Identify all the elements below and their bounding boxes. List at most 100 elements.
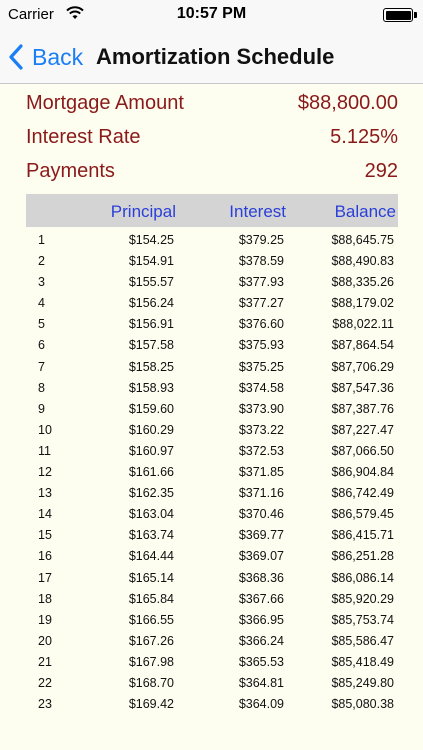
principal-cell: $156.91 [128,317,174,332]
table-row: 6 $157.58 $375.93 $87,864.54 [26,334,398,355]
schedule-table[interactable]: 1 $154.25 $379.25 $88,645.75 2 $154.91 $378.59… [26,229,398,721]
interest-cell: $371.85 [238,465,284,480]
interest-cell: $373.22 [238,422,284,437]
navigation-bar: Back Amortization Schedule [0,30,423,84]
summary-label: Interest Rate [26,126,141,148]
payment-number: 20 [38,633,52,648]
principal-cell: $161.66 [128,465,174,480]
balance-cell: $86,579.45 [331,507,394,522]
balance-cell: $87,706.29 [331,359,394,374]
payment-number: 22 [38,675,52,690]
principal-cell: $162.35 [128,486,174,501]
table-row: 1 $154.25 $379.25 $88,645.75 [26,229,398,250]
column-header-balance: Balance [334,202,396,221]
balance-cell: $86,904.84 [331,465,394,480]
column-header-principal: Principal [110,202,176,221]
payment-number: 10 [38,422,52,437]
principal-cell: $156.24 [128,296,174,311]
principal-cell: $158.93 [128,380,174,395]
summary-value: $88,800.00 [297,92,398,114]
table-row: 22 $168.70 $364.81 $85,249.80 [26,672,398,693]
balance-cell: $86,742.49 [331,486,394,501]
principal-cell: $165.84 [128,591,174,606]
payment-number: 8 [38,380,45,395]
table-row: 8 $158.93 $374.58 $87,547.36 [26,377,398,398]
page-title: Amortization Schedule [96,44,335,69]
payment-number: 15 [38,528,52,543]
principal-cell: $163.04 [128,507,174,522]
payment-number: 7 [38,359,45,374]
principal-cell: $158.25 [128,359,174,374]
column-header-interest: Interest [229,202,286,221]
table-row: 10 $160.29 $373.22 $87,227.47 [26,419,398,440]
balance-cell: $86,086.14 [331,570,394,585]
table-row: 11 $160.97 $372.53 $87,066.50 [26,440,398,461]
interest-cell: $379.25 [238,233,284,247]
principal-cell: $154.25 [128,233,174,247]
interest-cell: $367.66 [238,591,284,606]
principal-cell: $157.58 [128,338,174,353]
summary-value: 5.125% [330,126,398,148]
balance-cell: $87,227.47 [331,422,394,437]
balance-cell: $85,080.38 [331,697,394,712]
interest-cell: $364.81 [238,675,284,690]
carrier-label: Carrier [8,6,54,23]
chevron-left-icon [9,44,23,70]
interest-cell: $370.46 [238,507,284,522]
interest-cell: $377.27 [238,296,284,311]
payment-number: 16 [38,549,52,564]
back-button[interactable]: Back [8,40,83,74]
summary-label: Payments [26,160,115,182]
table-row: 4 $156.24 $377.27 $88,179.02 [26,292,398,313]
table-row: 23 $169.42 $364.09 $85,080.38 [26,693,398,714]
balance-cell: $88,022.11 [332,317,394,332]
principal-cell: $164.44 [128,549,174,564]
balance-cell: $87,066.50 [331,443,394,458]
interest-cell: $369.77 [238,528,284,543]
status-time: 10:57 PM [176,5,247,22]
summary-value: 292 [364,160,398,182]
interest-cell: $375.25 [238,359,284,374]
interest-cell: $368.36 [238,570,284,585]
payment-number: 11 [38,443,51,458]
balance-cell: $86,251.28 [331,549,394,564]
balance-cell: $85,249.80 [331,675,394,690]
table-row: 2 $154.91 $378.59 $88,490.83 [26,250,398,271]
interest-cell: $373.90 [238,401,284,416]
payment-number: 21 [38,654,52,669]
principal-cell: $163.74 [128,528,174,543]
interest-cell: $378.59 [238,254,284,269]
interest-cell: $366.95 [238,612,284,627]
interest-cell: $374.58 [238,380,284,395]
table-header: Principal Interest Balance [26,194,398,227]
payment-number: 9 [38,401,45,416]
principal-cell: $155.57 [128,275,174,290]
table-row: 9 $159.60 $373.90 $87,387.76 [26,398,398,419]
payment-number: 17 [38,570,52,585]
interest-cell: $364.09 [238,697,284,712]
table-row: 15 $163.74 $369.77 $86,415.71 [26,524,398,545]
principal-cell: $154.91 [128,254,174,269]
status-bar: Carrier 10:57 PM [0,0,423,30]
payment-number: 6 [38,338,45,353]
payment-number: 3 [38,275,45,290]
table-row: 7 $158.25 $375.25 $87,706.29 [26,356,398,377]
balance-cell: $85,418.49 [331,654,394,669]
wifi-icon [66,6,84,19]
interest-cell: $369.07 [238,549,284,564]
balance-cell: $88,645.75 [331,233,394,247]
payment-number: 2 [38,254,45,269]
table-row: 20 $167.26 $366.24 $85,586.47 [26,630,398,651]
principal-cell: $159.60 [128,401,174,416]
table-row: 16 $164.44 $369.07 $86,251.28 [26,545,398,566]
balance-cell: $88,490.83 [331,254,394,269]
principal-cell: $168.70 [128,675,174,690]
balance-cell: $85,586.47 [331,633,394,648]
interest-cell: $366.24 [238,633,284,648]
table-row: 3 $155.57 $377.93 $88,335.26 [26,271,398,292]
balance-cell: $87,547.36 [331,380,394,395]
interest-cell: $372.53 [238,443,284,458]
principal-cell: $165.14 [128,570,174,585]
table-row: 13 $162.35 $371.16 $86,742.49 [26,482,398,503]
interest-cell: $375.93 [238,338,284,353]
